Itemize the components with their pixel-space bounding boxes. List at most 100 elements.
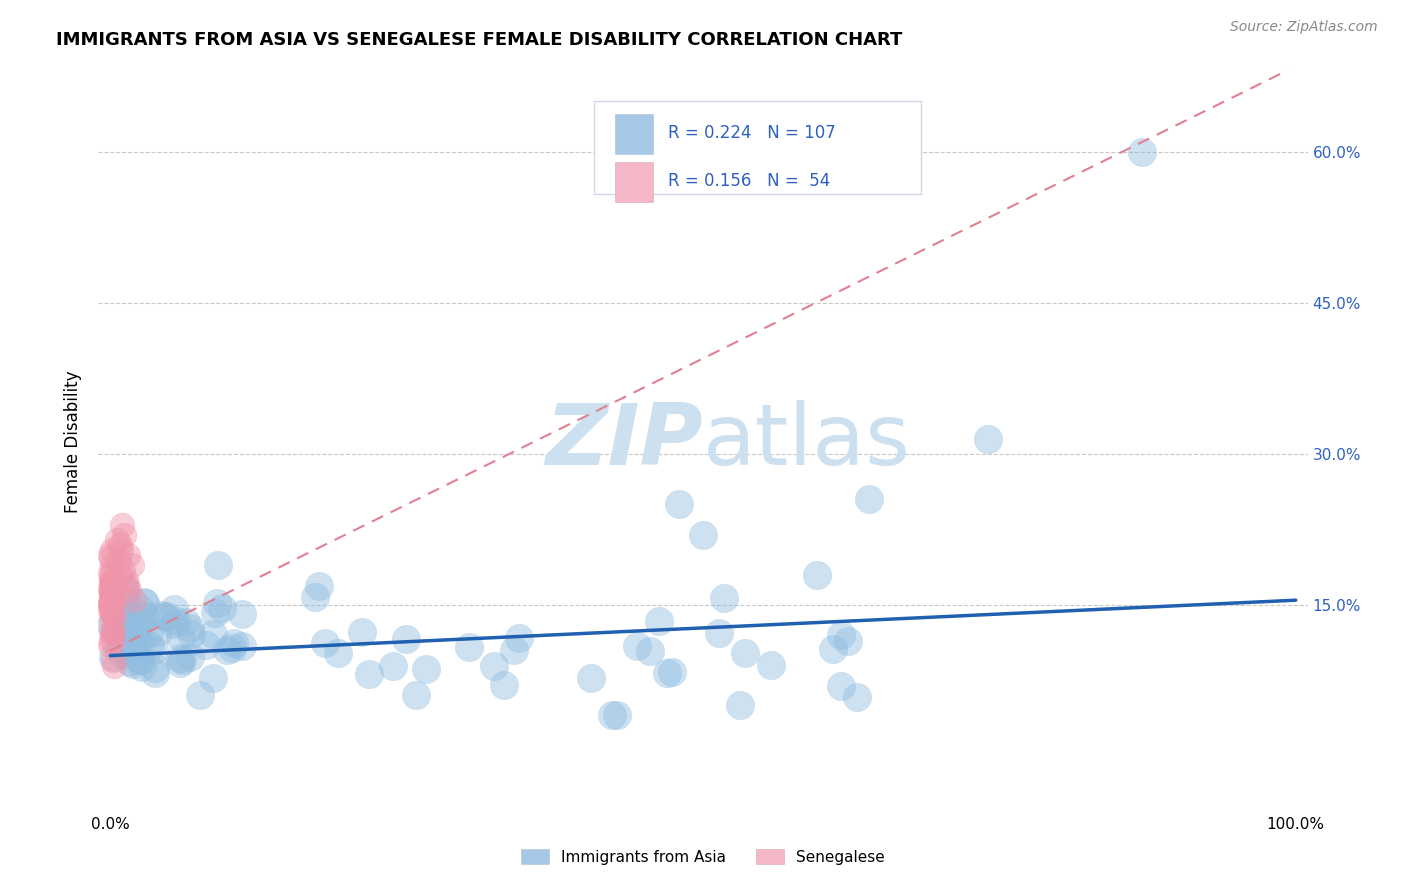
Point bbox=[1130, 145, 1153, 159]
Point bbox=[145, 661, 167, 675]
Point bbox=[100, 566, 122, 580]
Point bbox=[100, 638, 122, 652]
Point bbox=[215, 643, 238, 657]
Point bbox=[823, 642, 845, 657]
Point bbox=[114, 592, 136, 607]
Text: atlas: atlas bbox=[703, 400, 911, 483]
Text: R = 0.156   N =  54: R = 0.156 N = 54 bbox=[668, 172, 830, 190]
Point bbox=[308, 578, 330, 592]
Point bbox=[138, 626, 160, 640]
Point bbox=[115, 578, 138, 592]
Point bbox=[179, 650, 201, 665]
Point bbox=[129, 638, 152, 652]
Point bbox=[174, 615, 197, 630]
Point bbox=[100, 593, 122, 607]
Point bbox=[121, 558, 143, 572]
Point bbox=[101, 576, 124, 591]
Point bbox=[112, 582, 135, 596]
Point bbox=[100, 625, 122, 640]
Point bbox=[626, 639, 648, 653]
Point bbox=[103, 610, 125, 624]
Point bbox=[668, 498, 690, 512]
Point bbox=[149, 607, 172, 622]
Point bbox=[153, 610, 176, 624]
Point bbox=[405, 688, 427, 702]
Point bbox=[118, 655, 141, 669]
Point bbox=[100, 602, 122, 616]
Point bbox=[128, 614, 150, 628]
Point bbox=[103, 653, 125, 667]
Point bbox=[111, 517, 134, 532]
Point bbox=[131, 660, 153, 674]
Point bbox=[129, 653, 152, 667]
Point bbox=[734, 646, 756, 660]
Point bbox=[100, 590, 122, 604]
Point bbox=[112, 610, 135, 624]
Point bbox=[145, 666, 167, 681]
Point bbox=[759, 657, 782, 672]
Point bbox=[170, 653, 193, 667]
Point bbox=[100, 597, 122, 611]
Point bbox=[207, 558, 229, 572]
Point bbox=[110, 542, 132, 557]
Point bbox=[100, 574, 122, 588]
Point bbox=[118, 583, 141, 598]
Point bbox=[122, 657, 145, 671]
Point bbox=[169, 651, 191, 665]
Point bbox=[100, 603, 122, 617]
Point bbox=[728, 698, 751, 712]
Point bbox=[976, 432, 998, 446]
Point bbox=[101, 624, 124, 638]
Point bbox=[100, 575, 122, 590]
Point bbox=[100, 586, 122, 600]
Point bbox=[121, 632, 143, 646]
Point bbox=[830, 679, 852, 693]
Point bbox=[120, 645, 142, 659]
Point bbox=[713, 591, 735, 605]
Point bbox=[101, 649, 124, 664]
Point bbox=[103, 577, 125, 591]
Point bbox=[204, 607, 226, 621]
Point bbox=[122, 605, 145, 619]
Point bbox=[222, 636, 245, 650]
Point bbox=[122, 593, 145, 607]
Point bbox=[101, 607, 124, 621]
Point bbox=[134, 608, 156, 623]
Point bbox=[129, 653, 152, 667]
Point bbox=[114, 632, 136, 646]
Point bbox=[165, 614, 187, 628]
Point bbox=[163, 602, 186, 616]
Point bbox=[128, 602, 150, 616]
Point bbox=[328, 646, 350, 660]
Point bbox=[205, 596, 228, 610]
Point bbox=[132, 595, 155, 609]
Point bbox=[692, 527, 714, 541]
Point bbox=[125, 633, 148, 648]
Point bbox=[709, 626, 731, 640]
Point bbox=[101, 576, 124, 591]
Point bbox=[103, 658, 125, 673]
Point bbox=[108, 623, 131, 637]
Point bbox=[101, 576, 124, 591]
Point bbox=[304, 590, 326, 604]
Point bbox=[112, 563, 135, 577]
Point bbox=[638, 644, 661, 658]
Point bbox=[139, 639, 162, 653]
Point bbox=[494, 678, 516, 692]
Point bbox=[482, 658, 505, 673]
Point bbox=[845, 690, 868, 705]
Point bbox=[201, 627, 224, 641]
Point bbox=[114, 617, 136, 632]
Point bbox=[837, 633, 859, 648]
Point bbox=[100, 596, 122, 610]
Point bbox=[100, 584, 122, 599]
Point bbox=[103, 595, 125, 609]
Point bbox=[100, 597, 122, 611]
Point bbox=[806, 568, 828, 582]
Point bbox=[117, 620, 139, 634]
Point bbox=[579, 671, 602, 685]
Point bbox=[103, 581, 125, 595]
Point bbox=[108, 617, 131, 632]
Point bbox=[169, 656, 191, 670]
Point bbox=[101, 606, 124, 620]
